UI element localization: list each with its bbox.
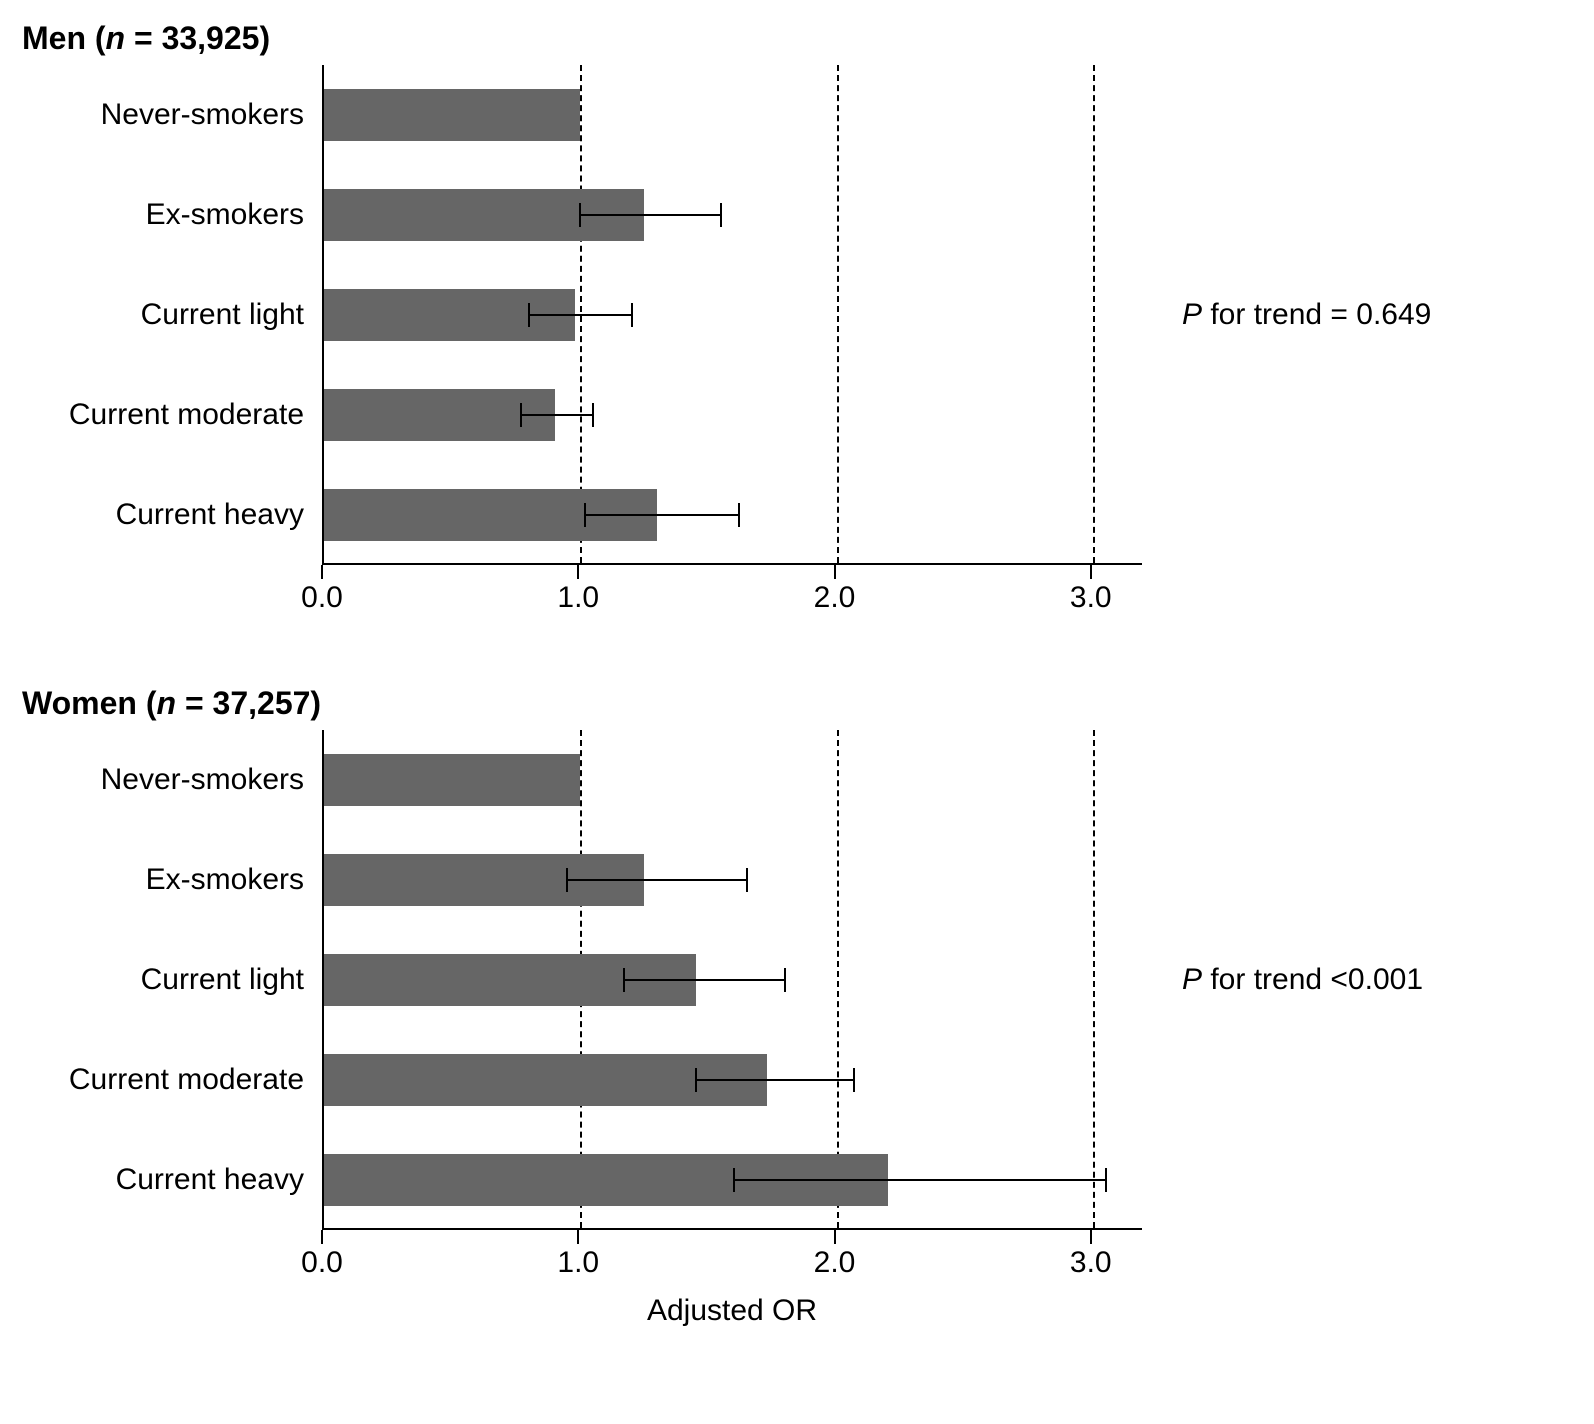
- category-label: Current light: [22, 930, 322, 1030]
- title-suffix: = 37,257): [176, 685, 321, 721]
- bar: [324, 89, 580, 141]
- category-labels-column: Never-smokersEx-smokersCurrent lightCurr…: [22, 65, 322, 565]
- error-bar: [529, 314, 632, 316]
- panel-title: Women (n = 37,257): [22, 685, 1572, 722]
- error-cap-low: [566, 868, 568, 892]
- chart-row: Never-smokersEx-smokersCurrent lightCurr…: [22, 65, 1572, 625]
- panel-1: Women (n = 37,257) Never-smokersEx-smoker…: [22, 685, 1572, 1328]
- bar-row: [324, 930, 1142, 1030]
- error-bar: [734, 1179, 1106, 1181]
- category-label: Current heavy: [22, 465, 322, 565]
- category-label: Current moderate: [22, 1030, 322, 1130]
- trend-suffix: for trend <0.001: [1202, 963, 1423, 996]
- x-tick: [321, 1230, 323, 1244]
- title-prefix: Women (: [22, 685, 157, 721]
- x-tick: [1090, 1230, 1092, 1244]
- category-label: Current light: [22, 265, 322, 365]
- plot-column: 0.01.02.03.0: [322, 65, 1142, 625]
- bar-row: [324, 830, 1142, 930]
- error-bar: [580, 214, 721, 216]
- x-tick-label: 2.0: [814, 1246, 856, 1280]
- trend-label: P for trend = 0.649: [1182, 298, 1431, 332]
- chart-row: Never-smokersEx-smokersCurrent lightCurr…: [22, 730, 1572, 1328]
- bar: [324, 754, 580, 806]
- plot-area: [322, 730, 1142, 1230]
- error-cap-high: [1105, 1168, 1107, 1192]
- bar-row: [324, 365, 1142, 465]
- error-cap-high: [738, 503, 740, 527]
- error-cap-high: [746, 868, 748, 892]
- category-label: Ex-smokers: [22, 165, 322, 265]
- x-tick-label: 3.0: [1070, 581, 1112, 615]
- bar-row: [324, 65, 1142, 165]
- error-cap-low: [528, 303, 530, 327]
- error-cap-high: [631, 303, 633, 327]
- error-cap-low: [579, 203, 581, 227]
- x-tick-label: 0.0: [301, 581, 343, 615]
- error-bar: [585, 514, 739, 516]
- x-tick: [1090, 565, 1092, 579]
- error-cap-low: [733, 1168, 735, 1192]
- x-tick: [834, 1230, 836, 1244]
- annotation-column: P for trend <0.001: [1142, 730, 1572, 1230]
- error-bar: [624, 979, 785, 981]
- category-label: Never-smokers: [22, 730, 322, 830]
- x-axis-title: Adjusted OR: [322, 1294, 1142, 1328]
- title-prefix: Men (: [22, 20, 106, 56]
- x-tick: [577, 1230, 579, 1244]
- error-cap-high: [784, 968, 786, 992]
- x-tick-label: 2.0: [814, 581, 856, 615]
- x-axis: 0.01.02.03.0: [322, 565, 1142, 625]
- annotation-column: P for trend = 0.649: [1142, 65, 1572, 565]
- error-bar: [567, 879, 746, 881]
- category-label: Ex-smokers: [22, 830, 322, 930]
- category-label: Never-smokers: [22, 65, 322, 165]
- error-bar: [696, 1079, 855, 1081]
- x-tick: [321, 565, 323, 579]
- error-cap-low: [695, 1068, 697, 1092]
- panel-0: Men (n = 33,925)Never-smokersEx-smokersC…: [22, 20, 1572, 625]
- figure-container: Men (n = 33,925)Never-smokersEx-smokersC…: [22, 20, 1572, 1328]
- error-cap-high: [853, 1068, 855, 1092]
- bar-row: [324, 465, 1142, 565]
- trend-p: P: [1182, 963, 1202, 996]
- x-tick: [577, 565, 579, 579]
- error-cap-high: [720, 203, 722, 227]
- title-suffix: = 33,925): [125, 20, 270, 56]
- bar-row: [324, 1130, 1142, 1230]
- category-label: Current heavy: [22, 1130, 322, 1230]
- trend-suffix: for trend = 0.649: [1202, 298, 1431, 331]
- bar-row: [324, 1030, 1142, 1130]
- error-cap-high: [592, 403, 594, 427]
- error-cap-low: [584, 503, 586, 527]
- error-cap-low: [520, 403, 522, 427]
- trend-p: P: [1182, 298, 1202, 331]
- plot-area: [322, 65, 1142, 565]
- x-axis: 0.01.02.03.0: [322, 1230, 1142, 1290]
- panel-title: Men (n = 33,925): [22, 20, 1572, 57]
- plot-column: 0.01.02.03.0Adjusted OR: [322, 730, 1142, 1328]
- x-tick-label: 1.0: [557, 581, 599, 615]
- category-labels-column: Never-smokersEx-smokersCurrent lightCurr…: [22, 730, 322, 1230]
- title-n: n: [157, 685, 177, 721]
- title-n: n: [106, 20, 126, 56]
- x-tick-label: 0.0: [301, 1246, 343, 1280]
- bar-row: [324, 265, 1142, 365]
- bar-row: [324, 165, 1142, 265]
- x-tick: [834, 565, 836, 579]
- trend-label: P for trend <0.001: [1182, 963, 1423, 997]
- bar-row: [324, 730, 1142, 830]
- category-label: Current moderate: [22, 365, 322, 465]
- x-tick-label: 1.0: [557, 1246, 599, 1280]
- x-tick-label: 3.0: [1070, 1246, 1112, 1280]
- error-bar: [521, 414, 593, 416]
- error-cap-low: [623, 968, 625, 992]
